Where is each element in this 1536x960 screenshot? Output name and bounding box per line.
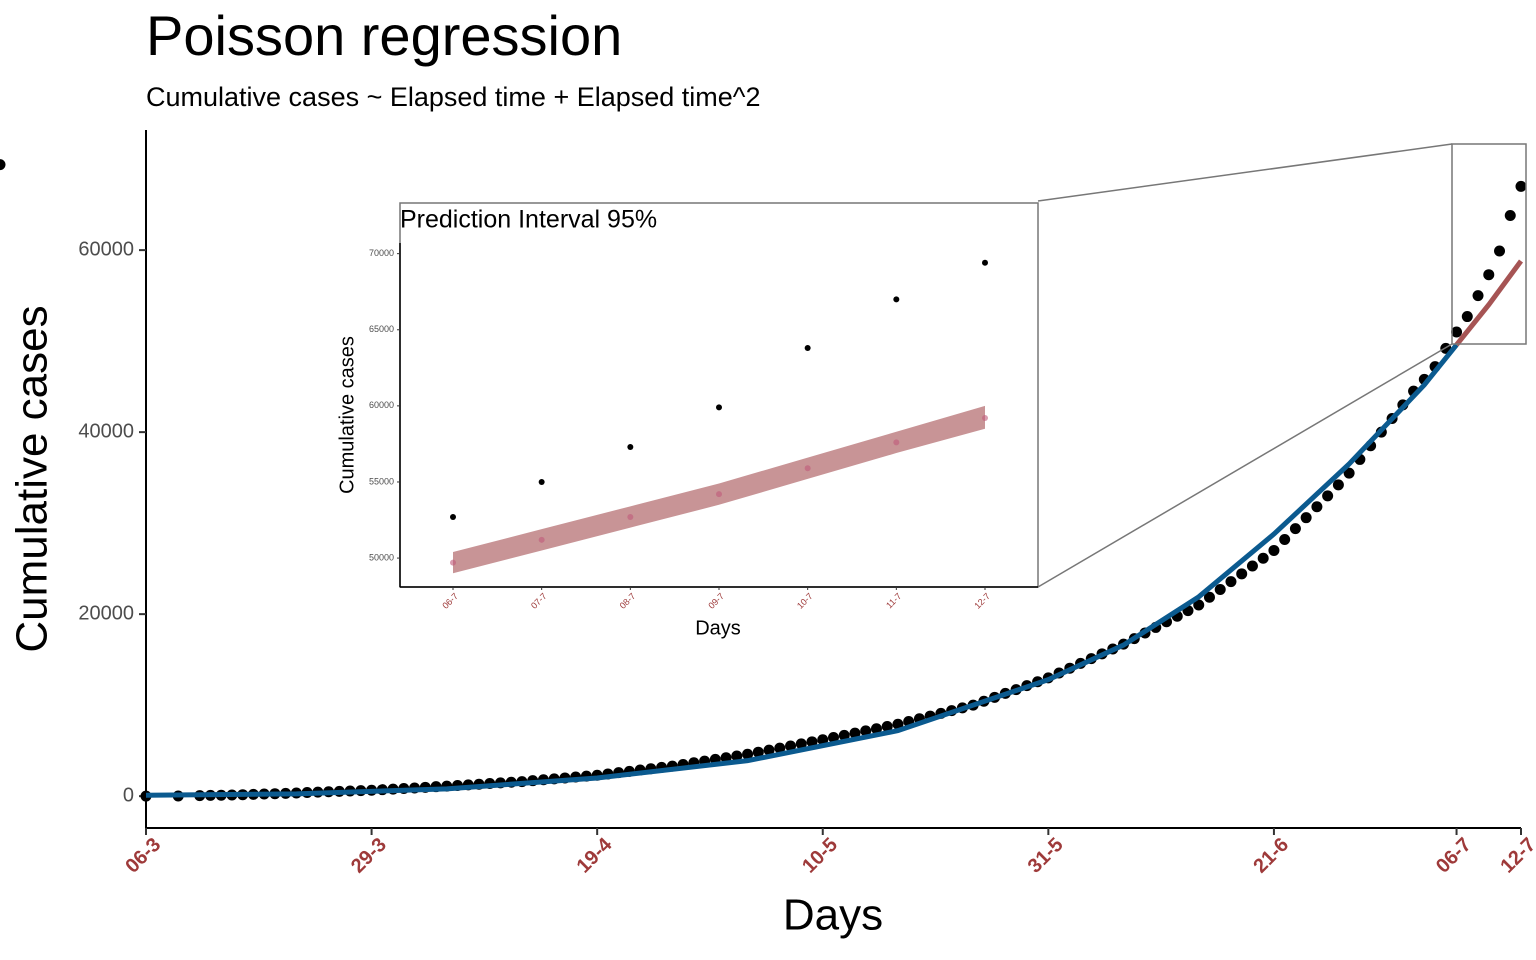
data-point — [1332, 479, 1344, 491]
inset-y-title: Cumulative cases — [336, 336, 358, 494]
y-tick-label: 40000 — [78, 420, 134, 442]
data-point — [1515, 180, 1527, 192]
data-point — [795, 738, 807, 750]
data-point — [1246, 560, 1258, 572]
inset-point — [804, 345, 811, 352]
inset-x-tick-label: 12-7 — [972, 591, 992, 611]
x-tick-label: 12-7 — [1496, 834, 1536, 878]
data-point — [860, 725, 872, 737]
data-point — [731, 750, 743, 762]
x-tick-label: 19-4 — [573, 833, 617, 877]
fit-line — [145, 343, 1459, 798]
data-point — [1268, 544, 1280, 556]
inset-point — [716, 404, 722, 411]
prediction-band — [453, 405, 985, 574]
inset-point — [538, 536, 545, 543]
data-point — [1193, 599, 1205, 611]
inset-point — [804, 465, 811, 472]
inset-point — [893, 439, 900, 446]
inset-y-tick-label: 55000 — [369, 476, 394, 486]
data-point — [1322, 490, 1334, 502]
inset-point — [450, 559, 456, 566]
x-tick-label: 31-5 — [1024, 834, 1068, 878]
x-tick-label: 21-6 — [1249, 834, 1293, 878]
data-point — [1494, 245, 1506, 257]
inset-point — [982, 415, 988, 422]
inset-point — [538, 478, 545, 485]
data-point — [0, 159, 6, 171]
data-point — [1279, 534, 1291, 546]
data-point — [1311, 501, 1323, 513]
x-tick-label: 29-3 — [347, 834, 391, 878]
data-point — [1236, 568, 1248, 580]
x-tick-label: 06-3 — [121, 834, 165, 878]
y-tick-label: 20000 — [78, 602, 134, 624]
zoom-box — [1451, 143, 1527, 345]
data-point — [806, 736, 818, 748]
y-tick-label: 60000 — [78, 238, 134, 260]
inset-y-tick-label: 65000 — [369, 324, 394, 334]
data-point — [892, 718, 904, 730]
inset-point — [982, 259, 988, 266]
data-point — [1483, 269, 1495, 281]
data-point — [838, 729, 850, 741]
inset-x-title: Days — [695, 617, 741, 639]
fit-line — [1454, 259, 1524, 347]
inset-x-tick-label: 06-7 — [440, 591, 460, 611]
data-point — [774, 742, 786, 754]
data-point — [1343, 467, 1355, 479]
data-point — [1257, 552, 1269, 564]
inset-point — [893, 296, 900, 303]
inset-point — [627, 513, 634, 520]
inset-point — [627, 443, 634, 450]
data-point — [1451, 326, 1463, 338]
data-point — [1504, 210, 1516, 222]
inset-point — [716, 491, 722, 498]
inset-x-tick-label: 10-7 — [795, 591, 815, 611]
inset-panel — [399, 202, 1039, 588]
data-point — [1225, 576, 1237, 588]
data-point — [1203, 591, 1215, 603]
data-point — [881, 721, 893, 733]
data-point — [870, 723, 882, 735]
chart-title: Poisson regression — [146, 4, 622, 67]
inset-y-tick-label: 50000 — [369, 552, 394, 562]
data-point — [1472, 290, 1484, 302]
inset-y-tick-label: 70000 — [369, 248, 394, 258]
y-axis-title: Cumulative cases — [8, 305, 57, 652]
inset-x-tick-label: 08-7 — [618, 591, 638, 611]
data-point — [752, 746, 764, 758]
data-point — [1214, 583, 1226, 595]
data-point — [785, 740, 797, 752]
inset-x-tick-label: 07-7 — [529, 591, 549, 611]
data-point — [849, 727, 861, 739]
connector — [1037, 143, 1453, 202]
chart-subtitle: Cumulative cases ~ Elapsed time + Elapse… — [146, 82, 760, 112]
data-point — [817, 734, 829, 746]
data-point — [763, 744, 775, 756]
data-point — [828, 732, 839, 744]
inset-point — [450, 513, 456, 520]
inset-x-tick-label: 09-7 — [706, 591, 726, 611]
inset-x-tick-label: 11-7 — [884, 591, 903, 610]
data-point — [742, 748, 754, 760]
data-point — [1289, 523, 1301, 535]
x-tick-label: 06-7 — [1432, 834, 1476, 878]
x-axis-title: Days — [783, 891, 883, 940]
x-tick-label: 10-5 — [798, 834, 842, 878]
inset-y-tick-label: 60000 — [369, 400, 394, 410]
data-point — [1461, 311, 1473, 323]
data-point — [1300, 512, 1312, 524]
inset-title: Prediction Interval 95% — [400, 206, 657, 234]
connector — [1037, 343, 1453, 588]
y-tick-label: 0 — [123, 784, 134, 806]
